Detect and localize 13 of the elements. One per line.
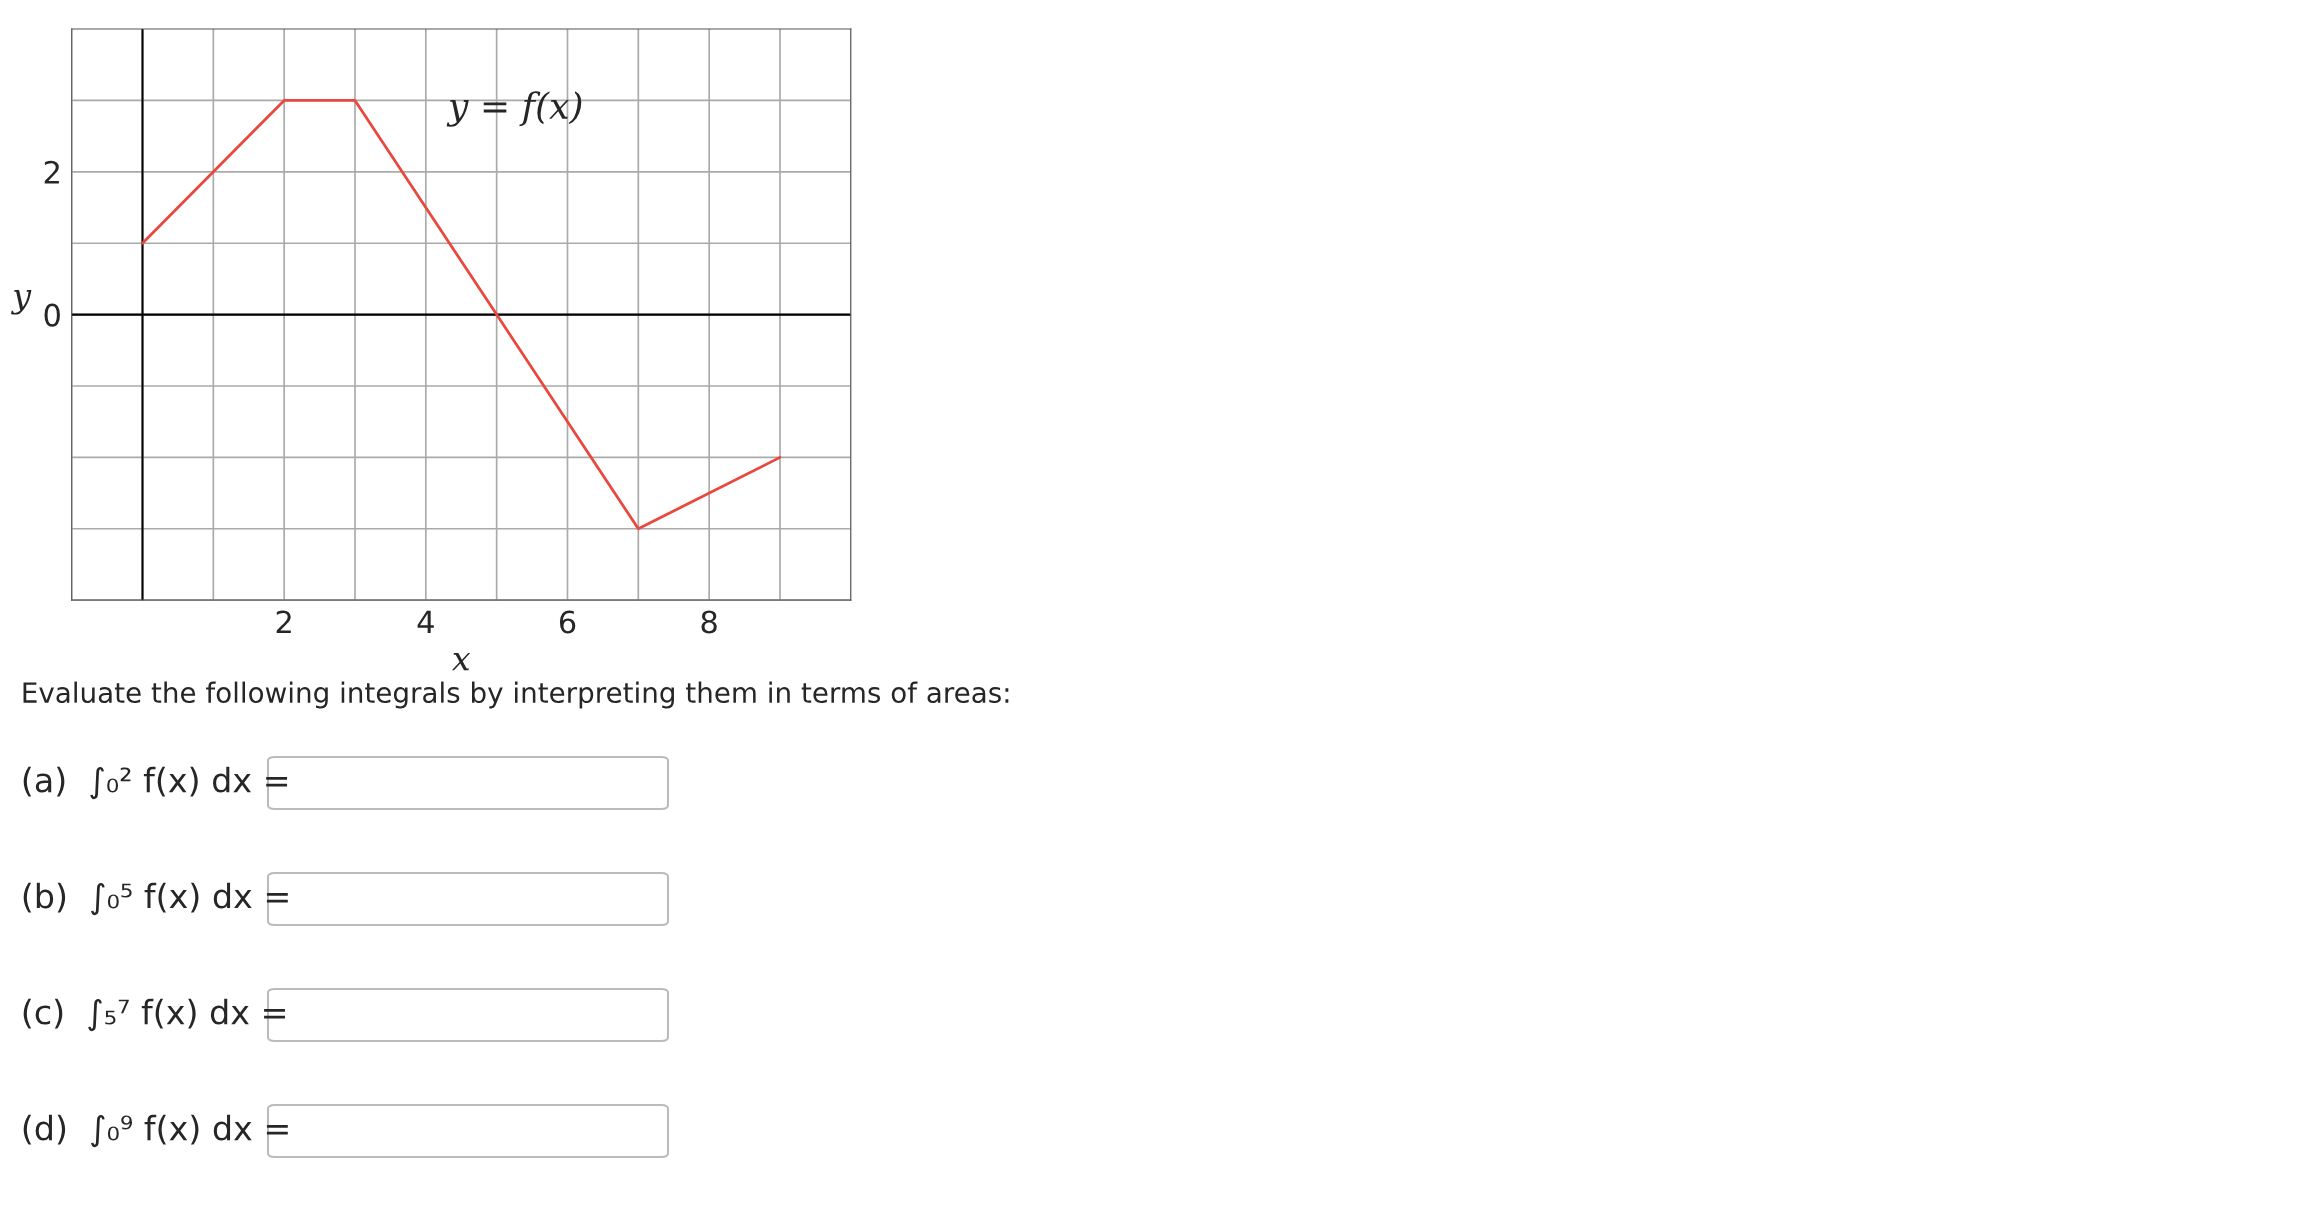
x-tick-label: 4	[417, 610, 434, 634]
x-tick-label: 2	[276, 610, 291, 634]
text: Evaluate the following integrals by interpreting them in terms of areas:	[23, 681, 1009, 709]
text: (a) ∫₀² f(x) dx =	[23, 766, 288, 800]
x-tick-label: 6	[559, 610, 576, 634]
text: (b) ∫₀⁵ f(x) dx =	[23, 882, 288, 916]
y-axis-title: y	[11, 289, 32, 315]
text: (c) ∫₅⁷ f(x) dx =	[23, 998, 285, 1032]
x-axis-title: x	[451, 653, 471, 671]
annotation: y = f(x)	[446, 91, 582, 127]
x-tick-label: 8	[701, 610, 717, 634]
text: (d) ∫₀⁹ f(x) dx =	[23, 1114, 288, 1148]
y-tick-label: 0	[44, 303, 60, 327]
